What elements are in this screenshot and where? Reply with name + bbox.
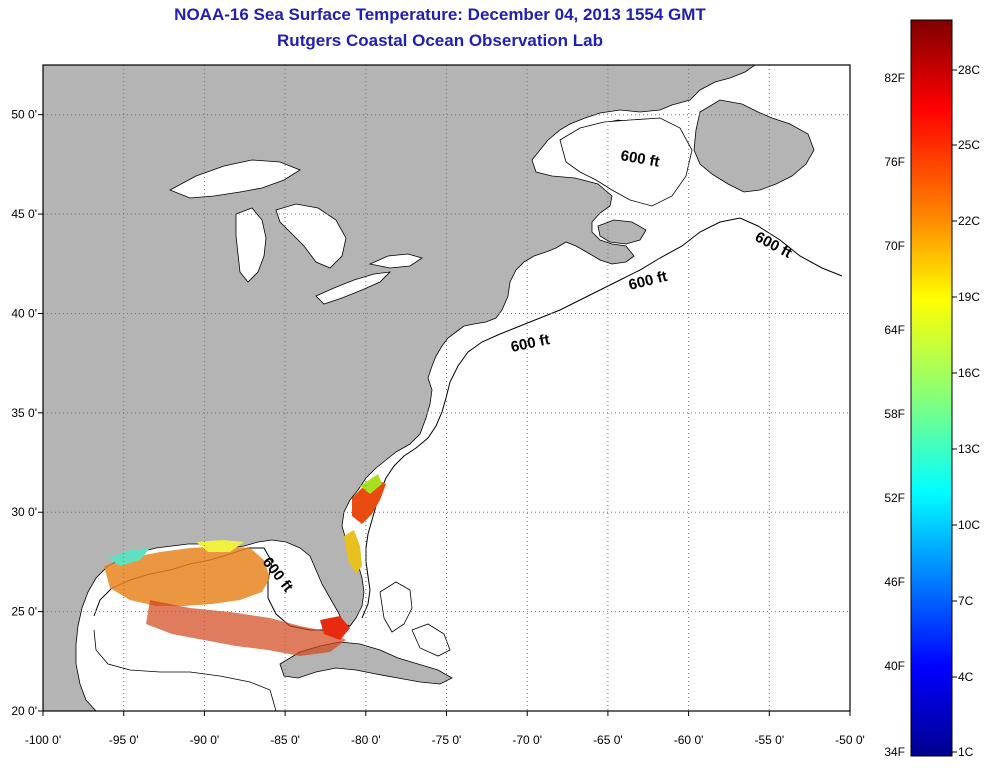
- colorbar-f-label: 64F: [884, 323, 905, 337]
- lat-tick-label: 35 0': [11, 406, 37, 420]
- map-subtitle: Rutgers Coastal Ocean Observation Lab: [277, 31, 603, 50]
- lake-ontario: [368, 253, 423, 269]
- lat-tick-label: 50 0': [11, 108, 37, 122]
- lon-tick-label: -60 0': [674, 733, 704, 747]
- bahamas-banks: [379, 581, 451, 657]
- lat-tick-label: 30 0': [11, 505, 37, 519]
- land-newfoundland: [693, 99, 815, 193]
- map-grid: [43, 65, 850, 711]
- lon-tick-label: -90 0': [190, 733, 220, 747]
- lon-tick-label: -65 0': [593, 733, 623, 747]
- sst-patch-gulf-coast-cool: [108, 548, 150, 566]
- sst-patch-gulf-coast-warm: [196, 540, 244, 552]
- colorbar-fahrenheit-labels: 82F 76F 70F 64F 58F 52F 46F 40F 34F: [884, 71, 905, 759]
- sst-patch-gulf-south: [146, 600, 346, 656]
- colorbar-c-label: 28C: [958, 63, 980, 77]
- isobath-label-1: 600 ft: [619, 147, 661, 171]
- lon-tick-label: -75 0': [432, 733, 462, 747]
- colorbar-c-label: 19C: [958, 290, 980, 304]
- sst-patch-florida-east: [344, 530, 362, 574]
- lon-tick-label: -70 0': [512, 733, 542, 747]
- lake-erie: [315, 271, 392, 305]
- colorbar-c-label: 1C: [958, 745, 974, 759]
- colorbar: [910, 19, 953, 757]
- colorbar-f-label: 52F: [884, 491, 905, 505]
- lon-tick-label: -80 0': [351, 733, 381, 747]
- colorbar-c-label: 25C: [958, 138, 980, 152]
- lake-huron: [275, 203, 347, 269]
- lon-tick-label: -50 0': [835, 733, 865, 747]
- lat-tick-label: 45 0': [11, 207, 37, 221]
- colorbar-c-label: 22C: [958, 214, 980, 228]
- colorbar-f-label: 46F: [884, 575, 905, 589]
- lon-tick-label: -85 0': [270, 733, 300, 747]
- colorbar-c-label: 10C: [958, 518, 980, 532]
- lat-tick-label: 20 0': [11, 704, 37, 718]
- lake-michigan: [235, 207, 267, 283]
- isobath-600ft-gulf-deep: [93, 629, 277, 711]
- colorbar-c-label: 13C: [958, 442, 980, 456]
- lat-tick-label: 25 0': [11, 605, 37, 619]
- longitude-axis: -100 0' -95 0' -90 0' -85 0' -80 0' -75 0' -70…: [25, 711, 865, 747]
- sst-patch-florida-keys: [320, 616, 350, 640]
- colorbar-f-label: 82F: [884, 71, 905, 85]
- latitude-axis: 50 0' 45 0' 40 0' 35 0' 30 0' 25 0' 20 0': [11, 108, 43, 718]
- lon-tick-label: -95 0': [109, 733, 139, 747]
- sst-patch-carolina: [352, 478, 386, 524]
- land-cape-breton: [597, 219, 647, 245]
- gulf-st-lawrence: [559, 117, 693, 207]
- map-title: NOAA-16 Sea Surface Temperature: Decembe…: [174, 5, 706, 24]
- colorbar-c-label: 4C: [958, 670, 974, 684]
- colorbar-celsius-labels: 28C 25C 22C 19C 16C 13C 10C 7C 4C 1C: [952, 63, 980, 759]
- colorbar-f-label: 70F: [884, 239, 905, 253]
- colorbar-f-label: 34F: [884, 745, 905, 759]
- colorbar-c-label: 16C: [958, 366, 980, 380]
- lon-tick-label: -55 0': [754, 733, 784, 747]
- lake-superior: [169, 159, 301, 199]
- colorbar-c-label: 7C: [958, 594, 974, 608]
- isobath-600ft-atlantic: [361, 217, 843, 619]
- sst-patch-gulf-north: [104, 546, 270, 606]
- colorbar-f-label: 58F: [884, 407, 905, 421]
- lon-tick-label: -100 0': [25, 733, 61, 747]
- lat-tick-label: 40 0': [11, 306, 37, 320]
- colorbar-f-label: 40F: [884, 659, 905, 673]
- colorbar-f-label: 76F: [884, 155, 905, 169]
